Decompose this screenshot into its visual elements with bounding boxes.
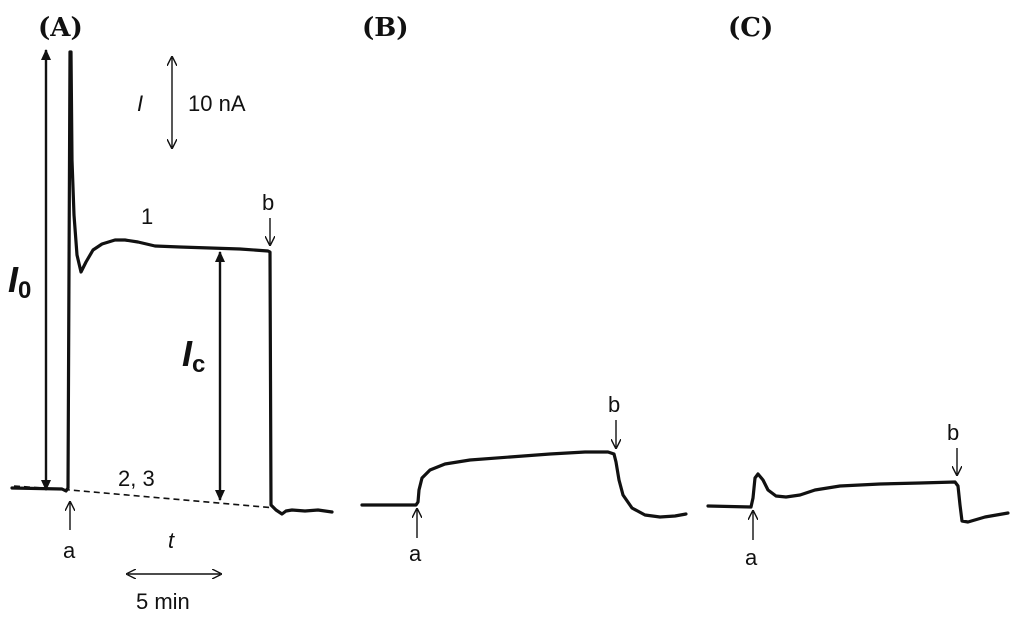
marker-a-label-c: a	[745, 545, 758, 570]
baseline-curve-2-3	[13, 485, 276, 509]
marker-a-label-b: a	[409, 541, 422, 566]
panel-label-c: (C)	[728, 13, 773, 43]
i0-label: I0	[8, 259, 31, 304]
i0-label-main: I	[8, 259, 19, 300]
i0-label-sub: 0	[18, 277, 31, 304]
panel-label-b: (B)	[362, 13, 409, 43]
current-scale-value: 10 nA	[188, 91, 246, 116]
ic-label: Ic	[182, 333, 205, 378]
marker-a-label: a	[63, 538, 76, 563]
current-scale-symbol: I	[137, 91, 143, 116]
time-scale-symbol: t	[168, 528, 175, 553]
panel-label-a: (A)	[38, 13, 83, 43]
panel-c: a b	[706, 420, 1010, 570]
curve-2-3-label: 2, 3	[118, 466, 155, 491]
ic-label-main: I	[182, 333, 193, 374]
panel-a: I 10 nA I0 Ic 1 2, 3 a b t 5 min	[8, 49, 334, 614]
marker-b-label-c: b	[947, 420, 959, 445]
marker-b-label-b: b	[608, 392, 620, 417]
trace-panel-b	[360, 450, 688, 519]
trace-panel-c	[706, 472, 1010, 524]
time-scale-value: 5 min	[136, 589, 190, 614]
trace-curve-1	[10, 50, 334, 516]
ic-label-sub: c	[192, 351, 205, 378]
marker-b-label: b	[262, 190, 274, 215]
curve-1-label: 1	[141, 204, 153, 229]
panel-b: a b	[360, 392, 688, 566]
